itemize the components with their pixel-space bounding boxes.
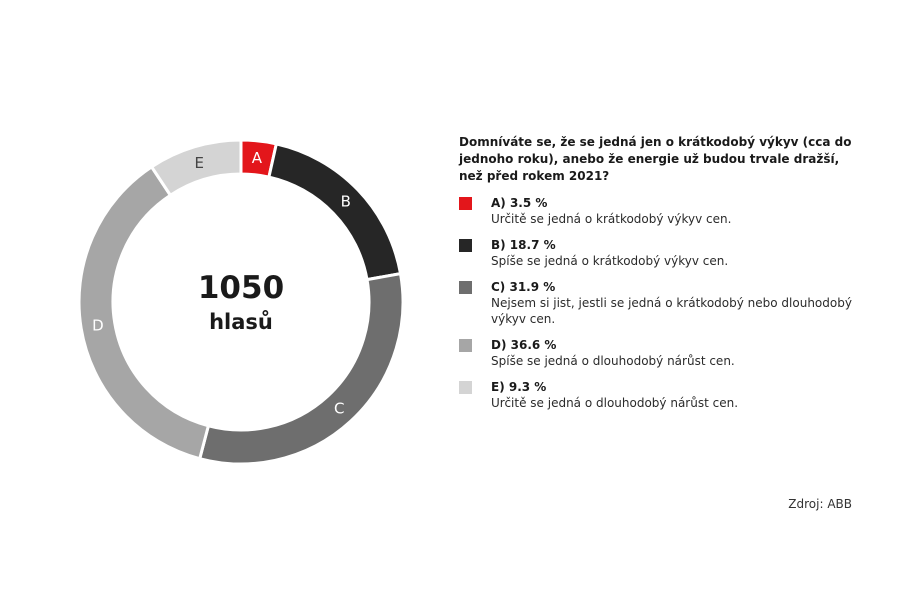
donut-segments — [77, 138, 405, 466]
survey-question: Domníváte se, že se jedná jen o krátkodo… — [459, 135, 852, 183]
segment-label-b: B — [341, 193, 351, 211]
total-votes-unit: hlasů — [209, 310, 273, 334]
legend-item-d: D) 36.6 % Spíše se jedná o dlouhodobý nár… — [459, 337, 859, 369]
legend-swatch — [459, 339, 472, 352]
segment-label-e: E — [194, 154, 203, 172]
donut-segment-d — [77, 164, 211, 461]
legend-description: Spíše se jedná o dlouhodobý nárůst cen. — [491, 354, 735, 368]
source-note: Zdroj: ABB — [788, 497, 852, 511]
donut-segment-e — [149, 138, 243, 198]
donut-chart: A B C D E 1050 hlasů — [77, 138, 405, 466]
legend-item-b: B) 18.7 % Spíše se jedná o krátkodobý výk… — [459, 237, 859, 269]
legend-description: Nejsem si jist, jestli se jedná o krátko… — [491, 296, 852, 326]
legend-value: A) 3.5 % — [491, 196, 548, 210]
legend-swatch — [459, 239, 472, 252]
legend-swatch — [459, 381, 472, 394]
legend-item-c: C) 31.9 % Nejsem si jist, jestli se jedná… — [459, 279, 859, 327]
legend-description: Určitě se jedná o dlouhodobý nárůst cen. — [491, 396, 739, 410]
legend-description: Určitě se jedná o krátkodobý výkyv cen. — [491, 212, 732, 226]
legend: A) 3.5 % Určitě se jedná o krátkodobý výk… — [459, 195, 859, 411]
legend-value: D) 36.6 % — [491, 338, 557, 352]
segment-label-d: D — [92, 317, 104, 335]
legend-value: E) 9.3 % — [491, 380, 547, 394]
donut-segment-labels: A B C D E — [92, 149, 351, 418]
legend-item-e: E) 9.3 % Určitě se jedná o dlouhodobý nár… — [459, 379, 859, 411]
legend-swatch — [459, 197, 472, 210]
legend-value: C) 31.9 % — [491, 280, 556, 294]
legend-panel: Domníváte se, že se jedná jen o krátkodo… — [459, 134, 859, 421]
total-votes: 1050 — [198, 270, 284, 306]
segment-label-a: A — [252, 149, 263, 167]
segment-label-c: C — [334, 400, 344, 418]
legend-description: Spíše se jedná o krátkodobý výkyv cen. — [491, 254, 729, 268]
legend-value: B) 18.7 % — [491, 238, 556, 252]
donut-segment-b — [267, 142, 403, 282]
legend-swatch — [459, 281, 472, 294]
legend-item-a: A) 3.5 % Určitě se jedná o krátkodobý výk… — [459, 195, 859, 227]
